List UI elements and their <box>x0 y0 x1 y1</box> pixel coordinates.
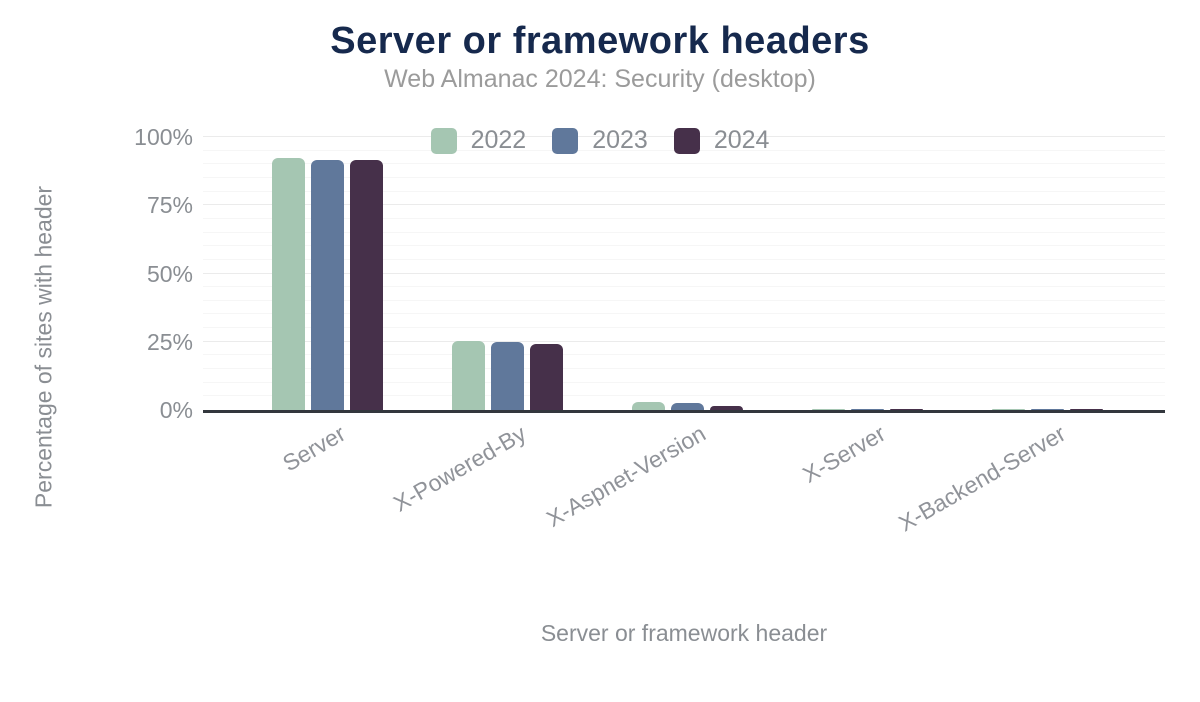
bar-group-server <box>237 137 417 410</box>
minor-gridline <box>203 176 1165 178</box>
bar-2024-x-server[interactable] <box>889 408 923 410</box>
chart-subtitle: Web Almanac 2024: Security (desktop) <box>384 65 816 93</box>
minor-gridline <box>203 354 1165 356</box>
x-tick-label-x-server: X-Server <box>798 420 890 488</box>
y-axis-title: Percentage of sites with header <box>30 185 57 509</box>
legend-item-2023[interactable]: 2023 <box>552 126 648 155</box>
minor-gridline <box>203 163 1165 165</box>
legend-swatch-2023 <box>552 127 579 154</box>
bar-2024-x-powered-by[interactable] <box>529 344 563 410</box>
minor-gridline <box>203 286 1165 288</box>
y-tick-label: 25% <box>146 328 193 355</box>
x-axis-title: Server or framework header <box>540 620 828 646</box>
bar-2023-x-powered-by[interactable] <box>490 341 524 410</box>
major-gridline <box>203 272 1165 274</box>
x-tick-label-x-backend-server: X-Backend-Server <box>894 420 1070 537</box>
legend-item-2024[interactable]: 2024 <box>673 126 770 155</box>
legend-swatch-2024 <box>673 127 700 154</box>
bar-group-x-backend-server <box>957 137 1137 410</box>
bar-2022-x-aspnet-version[interactable] <box>631 402 665 410</box>
major-gridline <box>203 204 1165 206</box>
legend: 2022 2023 2024 <box>0 126 1200 155</box>
legend-label-2024: 2024 <box>713 126 770 154</box>
y-tick-label: 0% <box>159 397 193 423</box>
minor-gridline <box>203 313 1165 315</box>
minor-gridline <box>203 381 1165 383</box>
legend-swatch-2022 <box>430 127 457 154</box>
minor-gridline <box>203 231 1165 233</box>
legend-label-2023: 2023 <box>592 126 648 154</box>
x-tick-label-x-powered-by: X-Powered-By <box>388 420 530 517</box>
bar-group-x-powered-by <box>417 137 597 410</box>
x-tick-label-x-aspnet-version: X-Aspnet-Version <box>541 420 710 533</box>
major-gridline <box>203 340 1165 342</box>
minor-gridline <box>203 327 1165 329</box>
bar-2022-x-powered-by[interactable] <box>451 341 485 410</box>
bar-2023-x-server[interactable] <box>850 408 884 410</box>
minor-gridline <box>203 368 1165 370</box>
bar-group-x-aspnet-version <box>597 137 777 410</box>
minor-gridline <box>203 245 1165 247</box>
bar-groups <box>237 137 1137 410</box>
bar-2023-x-backend-server[interactable] <box>1030 408 1064 410</box>
plot-area <box>203 136 1165 413</box>
y-tick-label: 75% <box>146 192 193 219</box>
bar-2023-x-aspnet-version[interactable] <box>670 402 704 410</box>
minor-gridline <box>203 217 1165 219</box>
bar-group-x-server <box>777 137 957 410</box>
y-tick-label: 50% <box>146 260 193 287</box>
bar-2024-x-backend-server[interactable] <box>1069 408 1103 410</box>
chart-title: Server or framework headers <box>330 20 870 62</box>
minor-gridline <box>203 299 1165 301</box>
bar-2024-server[interactable] <box>349 159 383 410</box>
bar-2023-server[interactable] <box>310 160 344 410</box>
minor-gridline <box>203 190 1165 192</box>
legend-label-2022: 2022 <box>470 126 527 154</box>
bar-2022-x-backend-server[interactable] <box>991 408 1025 410</box>
minor-gridline <box>203 258 1165 260</box>
x-tick-label-server: Server <box>278 420 350 477</box>
y-tick-label: 100% <box>134 124 193 150</box>
bar-2024-x-aspnet-version[interactable] <box>709 405 743 410</box>
legend-item-2022[interactable]: 2022 <box>430 126 527 155</box>
bar-2022-x-server[interactable] <box>811 408 845 410</box>
bar-2022-server[interactable] <box>271 158 305 410</box>
minor-gridline <box>203 395 1165 397</box>
